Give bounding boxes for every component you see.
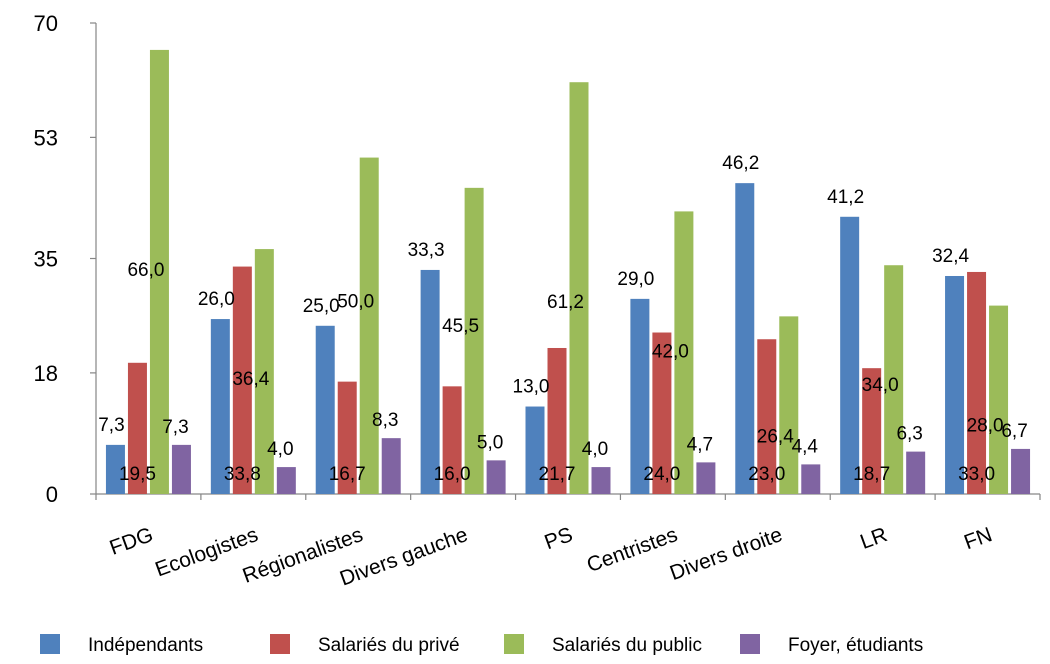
category-label: Divers droite [667,523,786,585]
data-label: 42,0 [652,341,689,362]
data-label: 23,0 [748,464,785,485]
category-label: PS [542,523,576,554]
data-label: 21,7 [539,464,576,485]
data-label: 33,0 [958,464,995,485]
data-label: 19,5 [119,464,156,485]
data-label: 34,0 [862,375,899,396]
bar [337,381,357,494]
data-label: 26,4 [757,426,794,447]
axes: 0 18 35 53 70 [34,11,1041,507]
legend-label: Indépendants [88,635,203,656]
y-tick-label: 35 [34,247,58,272]
bar [315,325,335,494]
data-label: 7,3 [162,417,188,438]
bars [105,49,1031,495]
bar [525,406,545,494]
legend-swatch [270,634,290,654]
y-tick-label: 53 [34,125,58,150]
bar [359,157,379,495]
bar [757,339,777,494]
data-label: 28,0 [967,416,1004,437]
bar [149,49,169,495]
bar [652,332,672,494]
data-label: 5,0 [477,432,503,453]
category-label: Centristes [584,523,681,577]
bar [127,362,147,494]
bar [630,298,650,494]
bar [464,187,484,494]
bar [442,386,462,494]
data-label: 4,4 [792,436,819,457]
data-label: 61,2 [547,292,584,313]
data-label: 32,4 [932,246,969,267]
bar [735,183,755,494]
data-label: 16,0 [434,464,471,485]
data-label: 33,3 [408,240,445,261]
data-label: 29,0 [617,269,654,290]
bar [906,451,926,494]
data-label: 4,0 [582,439,608,460]
bar [486,460,506,494]
legend: Indépendants Salariés du privé Salariés du… [40,634,923,656]
bar [696,462,716,494]
bar [801,464,821,494]
bar [569,82,589,494]
data-label: 18,7 [853,464,890,485]
y-tick-label: 70 [34,11,58,36]
data-label: 36,4 [232,369,269,390]
data-label: 45,5 [442,316,479,337]
bar [232,266,252,494]
data-label: 24,0 [643,464,680,485]
bar [171,444,191,494]
bar [210,319,230,494]
bar [105,444,125,494]
legend-swatch [740,634,760,654]
bar [420,269,440,494]
legend-label: Salariés du public [552,635,702,656]
data-label: 50,0 [337,292,374,313]
data-label: 6,3 [896,424,922,445]
bar [779,316,799,494]
bar [840,216,860,495]
bar [547,347,567,494]
data-label: 16,7 [329,464,366,485]
bar [989,305,1009,494]
data-label: 46,2 [722,153,759,174]
legend-label: Salariés du privé [318,635,460,656]
bar [1011,448,1031,494]
data-label: 25,0 [303,296,340,317]
data-label: 8,3 [372,410,398,431]
bar [381,438,401,494]
y-tick-label: 18 [34,361,58,386]
data-label: 13,0 [513,377,550,398]
data-label: 26,0 [198,289,235,310]
bar [945,275,965,494]
bar [254,249,274,494]
bar [591,467,611,494]
data-label: 66,0 [127,260,164,281]
data-label: 4,0 [267,439,293,460]
data-label: 33,8 [224,464,261,485]
category-label: FN [961,523,995,554]
bar [884,265,904,494]
legend-swatch [504,634,524,654]
bar [276,467,296,494]
bar [674,211,694,494]
legend-label: Foyer, étudiants [788,635,923,656]
legend-swatch [40,634,60,654]
bar [862,368,882,494]
bar [967,271,987,494]
category-label: LR [857,523,890,554]
data-label: 6,7 [1001,421,1027,442]
data-labels: 7,3 26,0 25,0 33,3 13,0 29,0 46,2 41,2 32,4 19,5 3… [98,153,1028,485]
data-label: 4,7 [687,434,713,455]
y-tick-label: 0 [46,482,58,507]
data-label: 7,3 [98,415,124,436]
data-label: 41,2 [827,187,864,208]
category-label: FDG [107,523,157,560]
